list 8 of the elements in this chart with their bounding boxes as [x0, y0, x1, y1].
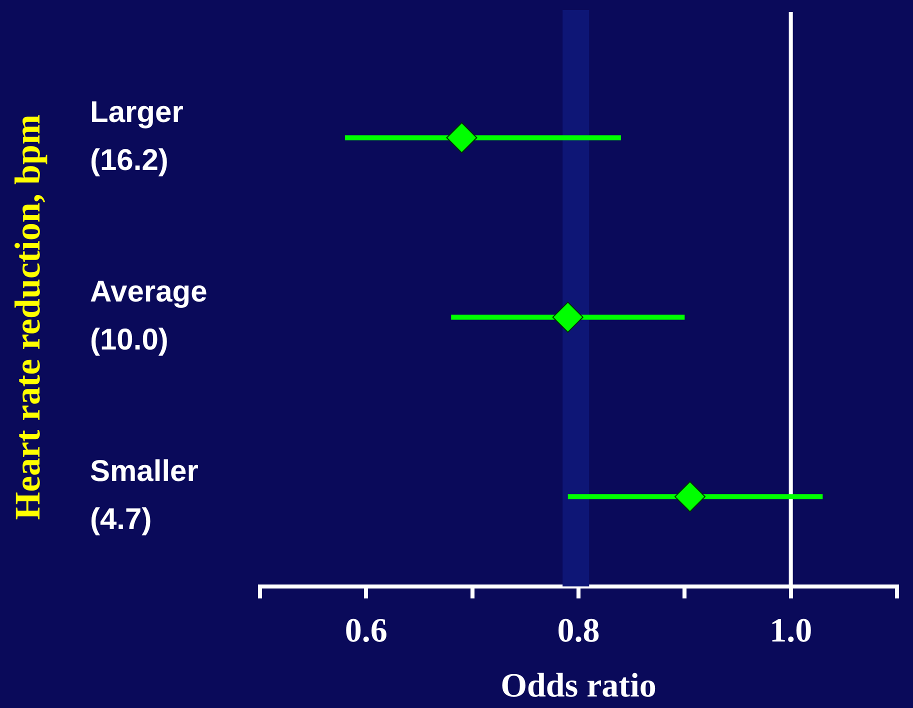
x-tick-label: 0.6 [344, 612, 388, 650]
x-tick-label: 0.8 [557, 612, 600, 650]
y-tick-label: Larger (16.2) [90, 96, 184, 177]
x-axis-title: Odds ratio [500, 667, 656, 704]
y-tick-label: Average (10.0) [90, 275, 208, 356]
x-tick-label: 1.0 [770, 612, 812, 650]
y-axis-title: Heart rate reduction, bpm [7, 114, 48, 520]
y-tick-label: Smaller (4.7) [90, 454, 199, 536]
